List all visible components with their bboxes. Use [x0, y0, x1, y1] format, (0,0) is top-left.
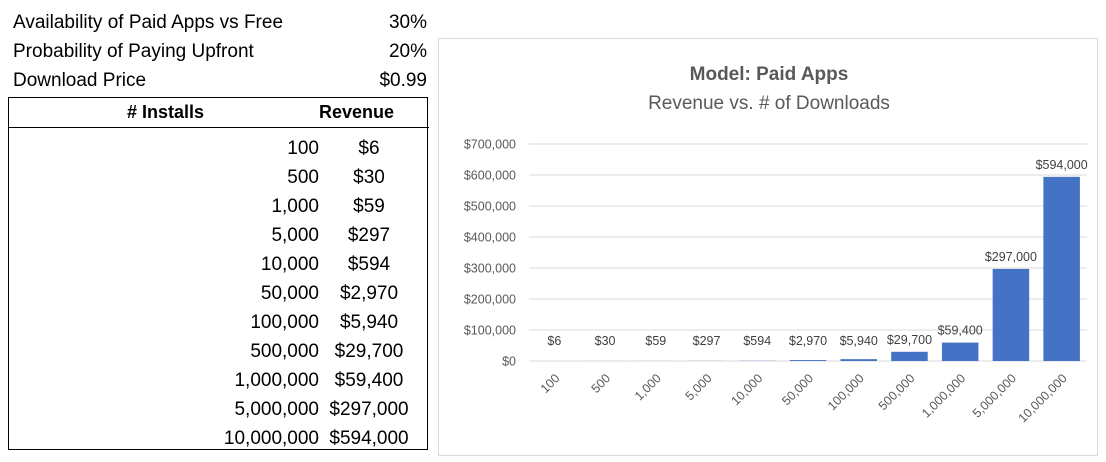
table-row: 5,000,000 $297,000	[9, 395, 429, 424]
cell-revenue: $297,000	[329, 399, 409, 420]
y-tick-label: $200,000	[464, 293, 516, 307]
param-label: Probability of Paying Upfront	[13, 41, 254, 62]
header-installs: # Installs	[127, 102, 205, 122]
x-tick-label: 10,000	[728, 371, 765, 408]
data-label: $297,000	[985, 250, 1037, 264]
x-tick-label: 10,000,000	[1016, 371, 1070, 425]
bar	[992, 268, 1030, 361]
param-row-price: Download Price $0.99	[8, 66, 430, 95]
param-label: Download Price	[13, 70, 147, 91]
chart-panel: Model: Paid Apps Revenue vs. # of Downlo…	[438, 38, 1098, 456]
bar	[891, 351, 928, 361]
cell-revenue: $6	[358, 138, 380, 159]
cell-installs: 1,000	[271, 196, 319, 217]
table-row: 1,000,000 $59,400	[9, 366, 429, 395]
cell-revenue: $59	[353, 196, 385, 217]
cell-installs: 5,000	[271, 225, 319, 246]
cell-installs: 100,000	[250, 312, 319, 333]
cell-revenue: $594,000	[329, 428, 409, 449]
x-tick-label: 100,000	[825, 371, 867, 413]
data-label: $59,400	[938, 324, 983, 338]
bars	[536, 176, 1080, 361]
bar	[840, 359, 877, 361]
table-row: 10,000 $594	[9, 250, 429, 279]
data-label: $5,940	[840, 334, 878, 348]
param-value: 30%	[388, 12, 427, 33]
y-tick-label: $700,000	[464, 138, 516, 152]
cell-revenue: $59,400	[334, 370, 404, 391]
data-label: $594,000	[1036, 158, 1088, 172]
data-label: $2,970	[789, 334, 827, 348]
cell-installs: 10,000,000	[223, 428, 319, 449]
x-tick-label: 1,000,000	[919, 371, 968, 420]
table-row: 100,000 $5,940	[9, 308, 429, 337]
cell-revenue: $2,970	[339, 283, 399, 304]
cell-installs: 5,000,000	[234, 399, 319, 420]
cell-installs: 500,000	[250, 341, 319, 362]
y-tick-label: $400,000	[464, 231, 516, 245]
header-revenue: Revenue	[319, 102, 395, 122]
cell-installs: 100	[287, 138, 319, 159]
x-tick-label: 500	[589, 371, 614, 396]
table-row: 5,000 $297	[9, 221, 429, 250]
y-tick-label: $300,000	[464, 262, 516, 276]
y-axis: $0 $100,000 $200,000 $300,000 $400,000 $500,0…	[464, 138, 516, 369]
table-row: 10,000,000 $594,000	[9, 424, 429, 453]
x-tick-label: 500,000	[876, 371, 918, 413]
x-tick-label: 5,000	[683, 371, 715, 403]
x-tick-label: 50,000	[779, 371, 816, 408]
cell-installs: 50,000	[260, 283, 319, 304]
y-tick-label: $100,000	[464, 324, 516, 338]
cell-installs: 1,000,000	[234, 370, 319, 391]
data-label: $297	[693, 334, 721, 348]
bar	[789, 360, 827, 361]
param-row-probability: Probability of Paying Upfront 20%	[8, 37, 430, 66]
cell-revenue: $594	[347, 254, 391, 275]
revenue-table: # Installs Revenue 100 $6 500 $30 1,000 $59 5,…	[8, 97, 429, 453]
param-value: $0.99	[379, 70, 427, 91]
y-tick-label: $600,000	[464, 169, 516, 183]
cell-revenue: $5,940	[339, 312, 399, 333]
cell-installs: 500	[287, 167, 319, 188]
bar	[1043, 176, 1080, 361]
table-row: 100 $6	[9, 134, 429, 163]
table-row: 500 $30	[9, 163, 429, 192]
param-value: 20%	[388, 41, 427, 62]
cell-revenue: $297	[347, 225, 391, 246]
x-tick-label: 5,000,000	[970, 371, 1019, 420]
x-tick-label: 1,000	[632, 371, 664, 403]
y-tick-label: $500,000	[464, 200, 516, 214]
table-row: 1,000 $59	[9, 192, 429, 221]
x-axis: 100 500 1,000 5,000 10,000 50,000 100,000 500,0…	[538, 371, 1070, 425]
spreadsheet: Availability of Paid Apps vs Free 30% Pr…	[8, 8, 430, 451]
cell-revenue: $29,700	[334, 341, 404, 362]
x-tick-label: 100	[538, 371, 563, 396]
chart-title: Model: Paid Apps	[690, 64, 849, 85]
bar	[941, 342, 979, 361]
data-label: $30	[595, 334, 616, 348]
data-label: $29,700	[887, 333, 932, 347]
table-header: # Installs Revenue	[9, 98, 429, 128]
data-label: $594	[743, 334, 771, 348]
param-row-availability: Availability of Paid Apps vs Free 30%	[8, 8, 430, 37]
data-label: $59	[645, 334, 666, 348]
y-tick-label: $0	[502, 355, 516, 369]
data-labels: $6 $30 $59 $297 $594 $2,970 $5,940 $29,700 $59,4…	[547, 158, 1087, 348]
bar-chart: Model: Paid Apps Revenue vs. # of Downlo…	[464, 64, 1088, 425]
param-label: Availability of Paid Apps vs Free	[13, 12, 284, 33]
chart-subtitle: Revenue vs. # of Downloads	[648, 93, 890, 114]
data-label: $6	[547, 334, 561, 348]
cell-revenue: $30	[353, 167, 385, 188]
cell-installs: 10,000	[260, 254, 319, 275]
table-row: 50,000 $2,970	[9, 279, 429, 308]
table-row: 500,000 $29,700	[9, 337, 429, 366]
